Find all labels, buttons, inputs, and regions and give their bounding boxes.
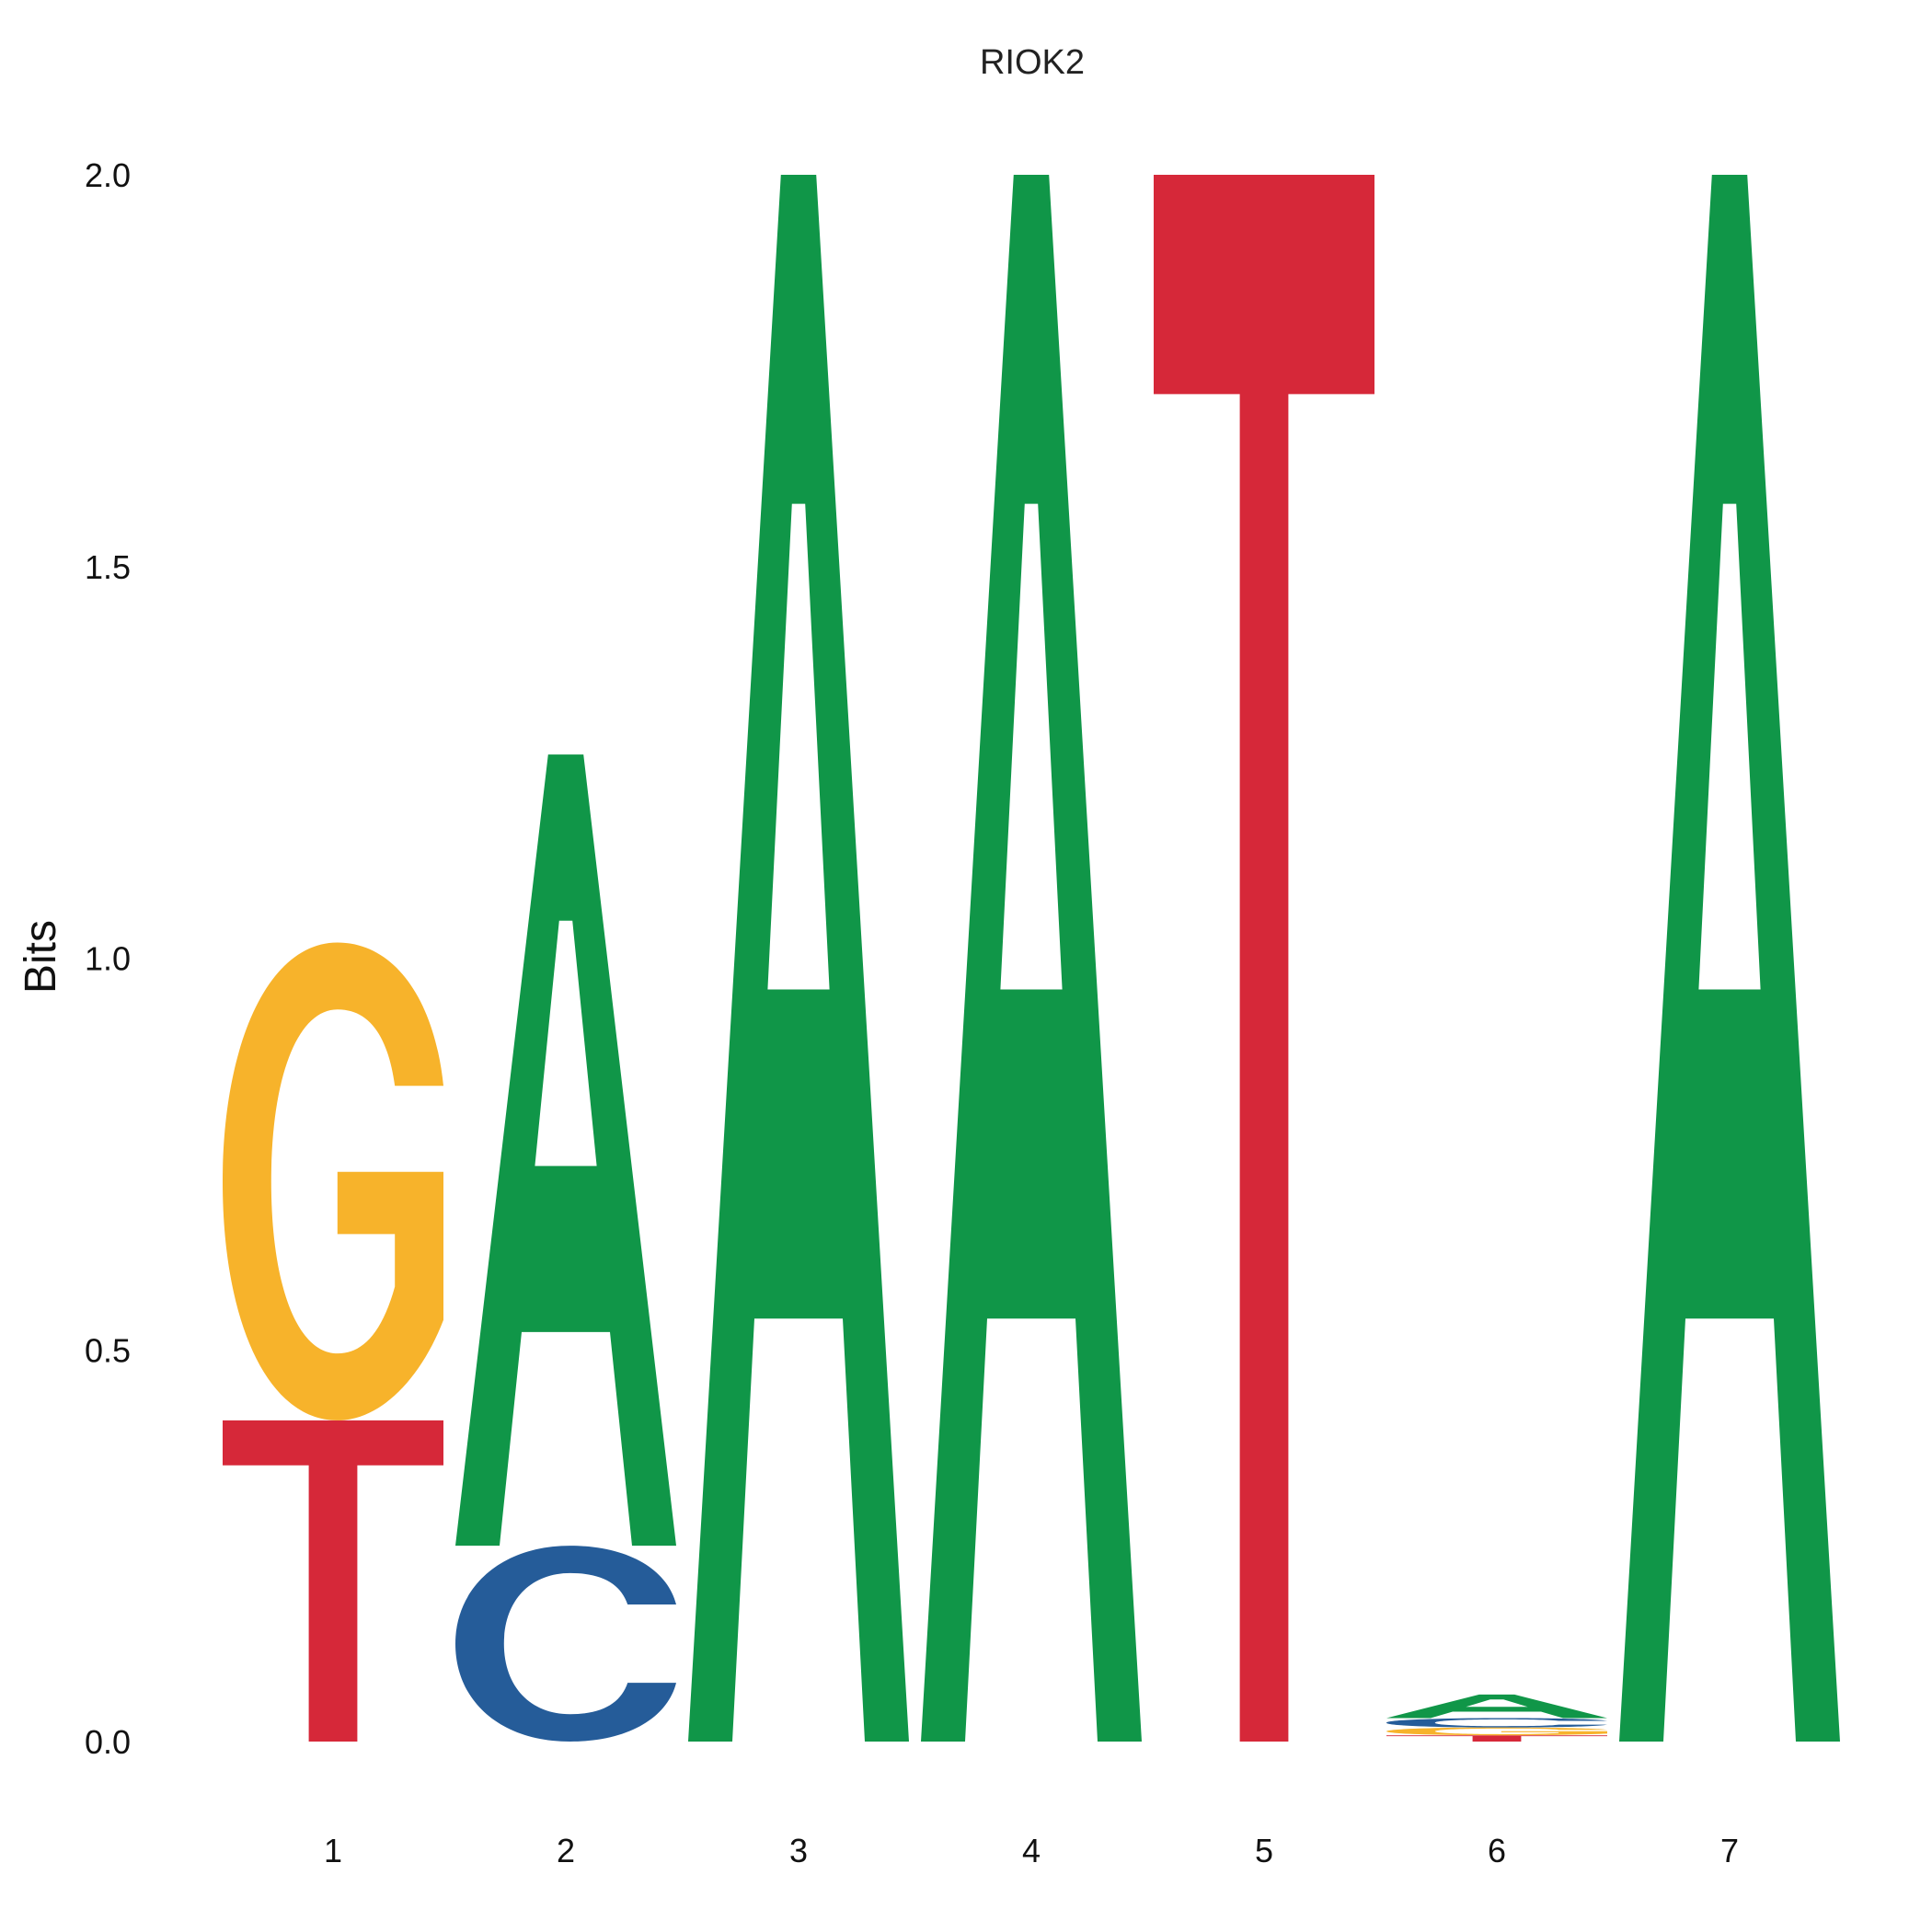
- logo-letter-g-pos-1: [223, 942, 443, 1420]
- x-tick-labels: 1 2 3 4 5 6 7: [324, 1832, 1739, 1869]
- logo-letter-a-pos-7: [1619, 175, 1840, 1742]
- x-tick-label: 3: [789, 1832, 808, 1869]
- letter-stacks: [223, 175, 1840, 1742]
- logo-letter-c-pos-6: [1386, 1718, 1607, 1728]
- y-tick-label: 0.0: [85, 1723, 131, 1761]
- x-tick-label: 4: [1022, 1832, 1041, 1869]
- y-axis-label: Bits: [17, 920, 65, 994]
- y-tick-label: 1.5: [85, 548, 131, 586]
- logo-letter-a-pos-6: [1386, 1694, 1607, 1719]
- x-tick-label: 2: [557, 1832, 575, 1869]
- y-tick-label: 2.0: [85, 156, 131, 194]
- logo-letter-g-pos-6: [1386, 1727, 1607, 1736]
- logo-letter-a-pos-3: [688, 175, 909, 1742]
- x-tick-label: 1: [324, 1832, 342, 1869]
- y-tick-label: 1.0: [85, 940, 131, 978]
- x-tick-label: 7: [1720, 1832, 1739, 1869]
- logo-letter-a-pos-2: [455, 754, 676, 1547]
- logo-letter-t-pos-1: [223, 1420, 443, 1742]
- logo-letter-c-pos-2: [455, 1546, 676, 1742]
- chart-title: RIOK2: [980, 43, 1085, 82]
- x-tick-label: 6: [1488, 1832, 1506, 1869]
- y-tick-label: 0.5: [85, 1331, 131, 1369]
- y-tick-labels: 0.0 0.5 1.0 1.5 2.0: [85, 156, 131, 1761]
- x-tick-label: 5: [1255, 1832, 1273, 1869]
- logo-letter-t-pos-6: [1386, 1735, 1607, 1742]
- logo-letter-t-pos-5: [1154, 175, 1374, 1742]
- logo-letter-a-pos-4: [921, 175, 1142, 1742]
